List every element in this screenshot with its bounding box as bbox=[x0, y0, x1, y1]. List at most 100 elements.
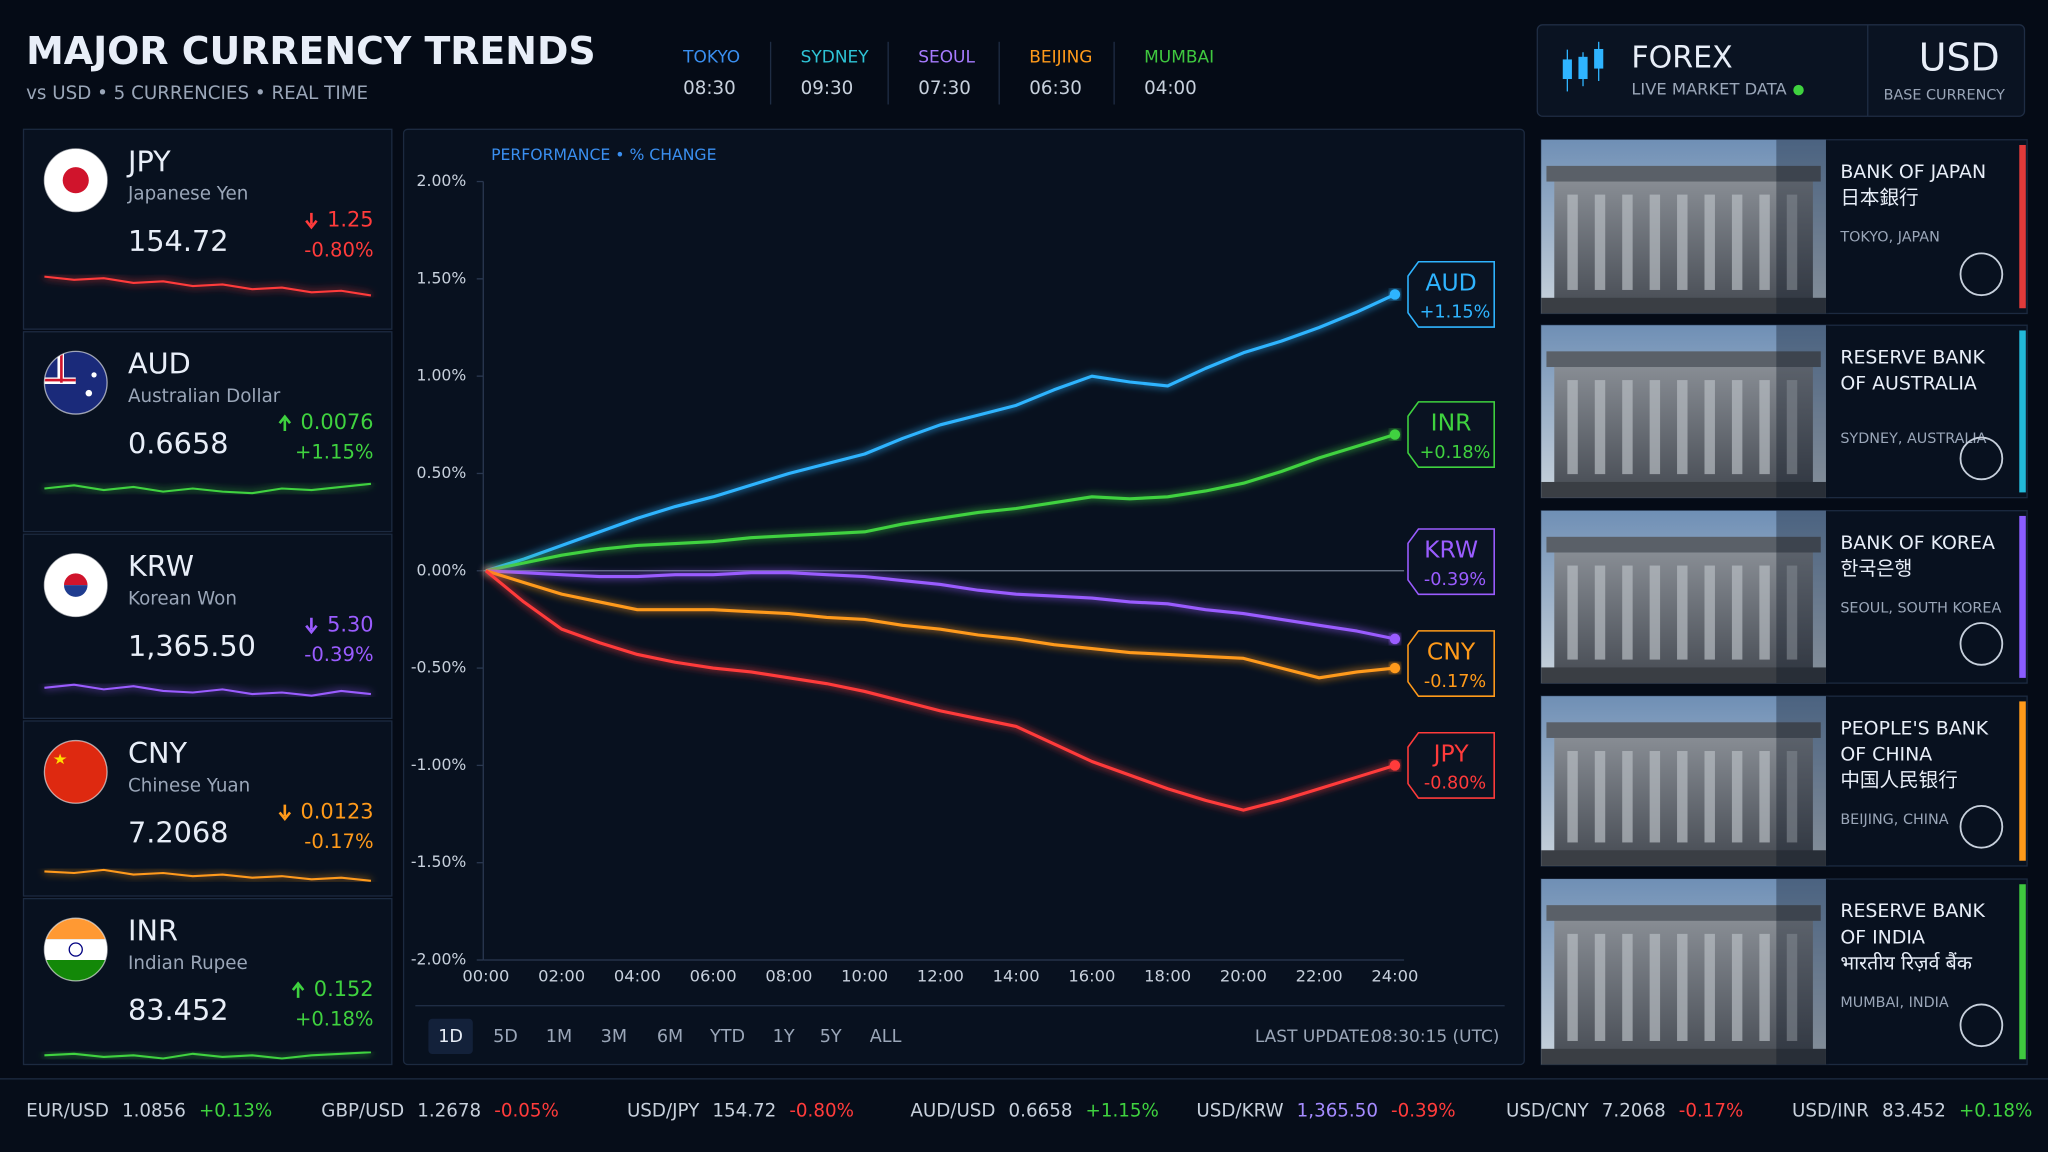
range-button-label: 1Y bbox=[773, 1027, 795, 1047]
clock-city: SEOUL bbox=[918, 47, 975, 67]
ticker-price: 1.0856 bbox=[122, 1101, 186, 1122]
bank-photo-column bbox=[1649, 194, 1661, 290]
bank-photo-fade bbox=[1776, 879, 1829, 1065]
brand-status: LIVE MARKET DATA bbox=[1631, 80, 1787, 99]
series-tag-change: -0.17% bbox=[1424, 672, 1486, 692]
ticker-change: +0.18% bbox=[1959, 1101, 2032, 1122]
direction-arrow bbox=[278, 804, 292, 822]
ticker-pair: USD/JPY bbox=[627, 1101, 700, 1122]
bank-native-name: 한국은행 bbox=[1840, 557, 1912, 580]
flag bbox=[44, 918, 108, 981]
currency-name: Chinese Yuan bbox=[128, 775, 250, 796]
ticker-pair: USD/INR bbox=[1792, 1101, 1869, 1122]
currency-code: INR bbox=[128, 914, 178, 948]
bank-accent bbox=[2019, 330, 2026, 493]
bank-name: BANK OF JAPAN bbox=[1840, 161, 1986, 183]
x-tick-label: 22:00 bbox=[1296, 966, 1343, 985]
ticker-pair: GBP/USD bbox=[321, 1101, 404, 1122]
x-tick-label: 06:00 bbox=[690, 966, 737, 985]
series-line bbox=[485, 433, 1396, 573]
currency-change: 0.0123 bbox=[301, 799, 374, 823]
bank-photo-column bbox=[1594, 751, 1606, 843]
currency-change-pct: -0.17% bbox=[304, 830, 373, 853]
y-tick-label: 0.00% bbox=[417, 560, 467, 579]
range-button-bg bbox=[428, 1018, 473, 1055]
x-tick-label: 08:00 bbox=[765, 966, 812, 985]
clock-city: MUMBAI bbox=[1144, 47, 1214, 67]
flag bbox=[44, 553, 108, 617]
series-end-point bbox=[1389, 662, 1401, 674]
clock-city: SYDNEY bbox=[801, 47, 870, 67]
flag-part bbox=[91, 372, 97, 378]
flag-part bbox=[60, 351, 63, 383]
bank-photo-column bbox=[1704, 565, 1715, 660]
bank-name: BANK OF KOREA bbox=[1840, 532, 1995, 554]
flag-part bbox=[53, 753, 67, 765]
currency-rate: 1,365.50 bbox=[128, 629, 256, 663]
y-tick-label: 1.00% bbox=[417, 366, 467, 385]
range-button[interactable]: 1Y bbox=[773, 1027, 795, 1047]
base-currency: USD bbox=[1919, 36, 2000, 80]
x-tick-label: 18:00 bbox=[1144, 966, 1191, 985]
range-button[interactable]: 3M bbox=[601, 1027, 627, 1047]
bank-photo-column bbox=[1567, 751, 1578, 843]
range-button[interactable]: ALL bbox=[870, 1027, 902, 1047]
series-tag-name: CNY bbox=[1427, 638, 1476, 666]
range-button[interactable]: 5Y bbox=[820, 1027, 842, 1047]
bank-emblem bbox=[1959, 252, 2004, 297]
series-tag-name: KRW bbox=[1424, 536, 1478, 564]
currency-code: CNY bbox=[128, 736, 188, 770]
range-button[interactable]: 6M bbox=[657, 1027, 683, 1047]
bank-photo-column bbox=[1731, 380, 1743, 475]
bank-photo-roof bbox=[1546, 165, 1821, 182]
range-button[interactable]: 1M bbox=[546, 1027, 572, 1047]
y-tick-label: -2.00% bbox=[411, 950, 467, 969]
bank-photo-column bbox=[1759, 565, 1770, 660]
range-button-label: 1D bbox=[438, 1027, 463, 1047]
bank-accent bbox=[2019, 144, 2026, 309]
y-tick-label: 2.00% bbox=[417, 171, 467, 190]
flag bbox=[44, 351, 108, 415]
bank-photo-column bbox=[1594, 380, 1606, 475]
bank-photo-roof bbox=[1546, 905, 1821, 921]
clock-time: 04:00 bbox=[1144, 78, 1197, 99]
range-button[interactable]: 5D bbox=[493, 1027, 518, 1047]
bank-name: RESERVE BANK bbox=[1840, 900, 1985, 922]
range-button-label: 3M bbox=[601, 1027, 627, 1047]
x-tick-label: 16:00 bbox=[1068, 966, 1115, 985]
currency-name: Korean Won bbox=[128, 589, 237, 610]
ticker-change: +1.15% bbox=[1086, 1101, 1159, 1122]
flag-ring bbox=[43, 553, 108, 618]
series-tag-change: +0.18% bbox=[1420, 443, 1491, 463]
bank-name: OF AUSTRALIA bbox=[1840, 373, 1977, 395]
range-button-label: 6M bbox=[657, 1027, 683, 1047]
bank-location: SYDNEY, AUSTRALIA bbox=[1840, 431, 1986, 447]
range-button[interactable]: YTD bbox=[709, 1027, 745, 1047]
range-button[interactable]: 1D bbox=[428, 1018, 473, 1055]
bank-photo-column bbox=[1786, 751, 1798, 843]
page-subtitle: vs USD • 5 CURRENCIES • REAL TIME bbox=[26, 83, 368, 104]
flag-part bbox=[44, 960, 108, 981]
clock-time: 07:30 bbox=[918, 78, 971, 99]
direction-arrow bbox=[305, 617, 318, 635]
bank-photo-column bbox=[1704, 751, 1715, 843]
bank-photo-column bbox=[1786, 933, 1798, 1041]
series-line bbox=[485, 569, 1396, 680]
direction-arrow bbox=[278, 414, 292, 432]
currency-code: KRW bbox=[128, 549, 194, 583]
bank-native-name: 中国人民银行 bbox=[1840, 769, 1957, 792]
series-end-point bbox=[1389, 289, 1401, 300]
ticker-change: -0.39% bbox=[1391, 1101, 1456, 1122]
flag-part bbox=[68, 942, 83, 957]
sparkline bbox=[44, 683, 372, 697]
ticker-price: 7.2068 bbox=[1602, 1101, 1666, 1122]
bank-photo-column bbox=[1759, 380, 1770, 475]
clock-time: 08:30 bbox=[683, 78, 736, 99]
y-tick-label: 1.50% bbox=[417, 268, 467, 287]
series-tag-change: -0.80% bbox=[1424, 774, 1486, 794]
bank-photo-column bbox=[1677, 751, 1688, 843]
currency-rate: 0.6658 bbox=[128, 426, 229, 460]
bank-photo-column bbox=[1622, 380, 1633, 475]
flag-ring bbox=[43, 350, 108, 415]
bank-photo-column bbox=[1786, 380, 1798, 475]
